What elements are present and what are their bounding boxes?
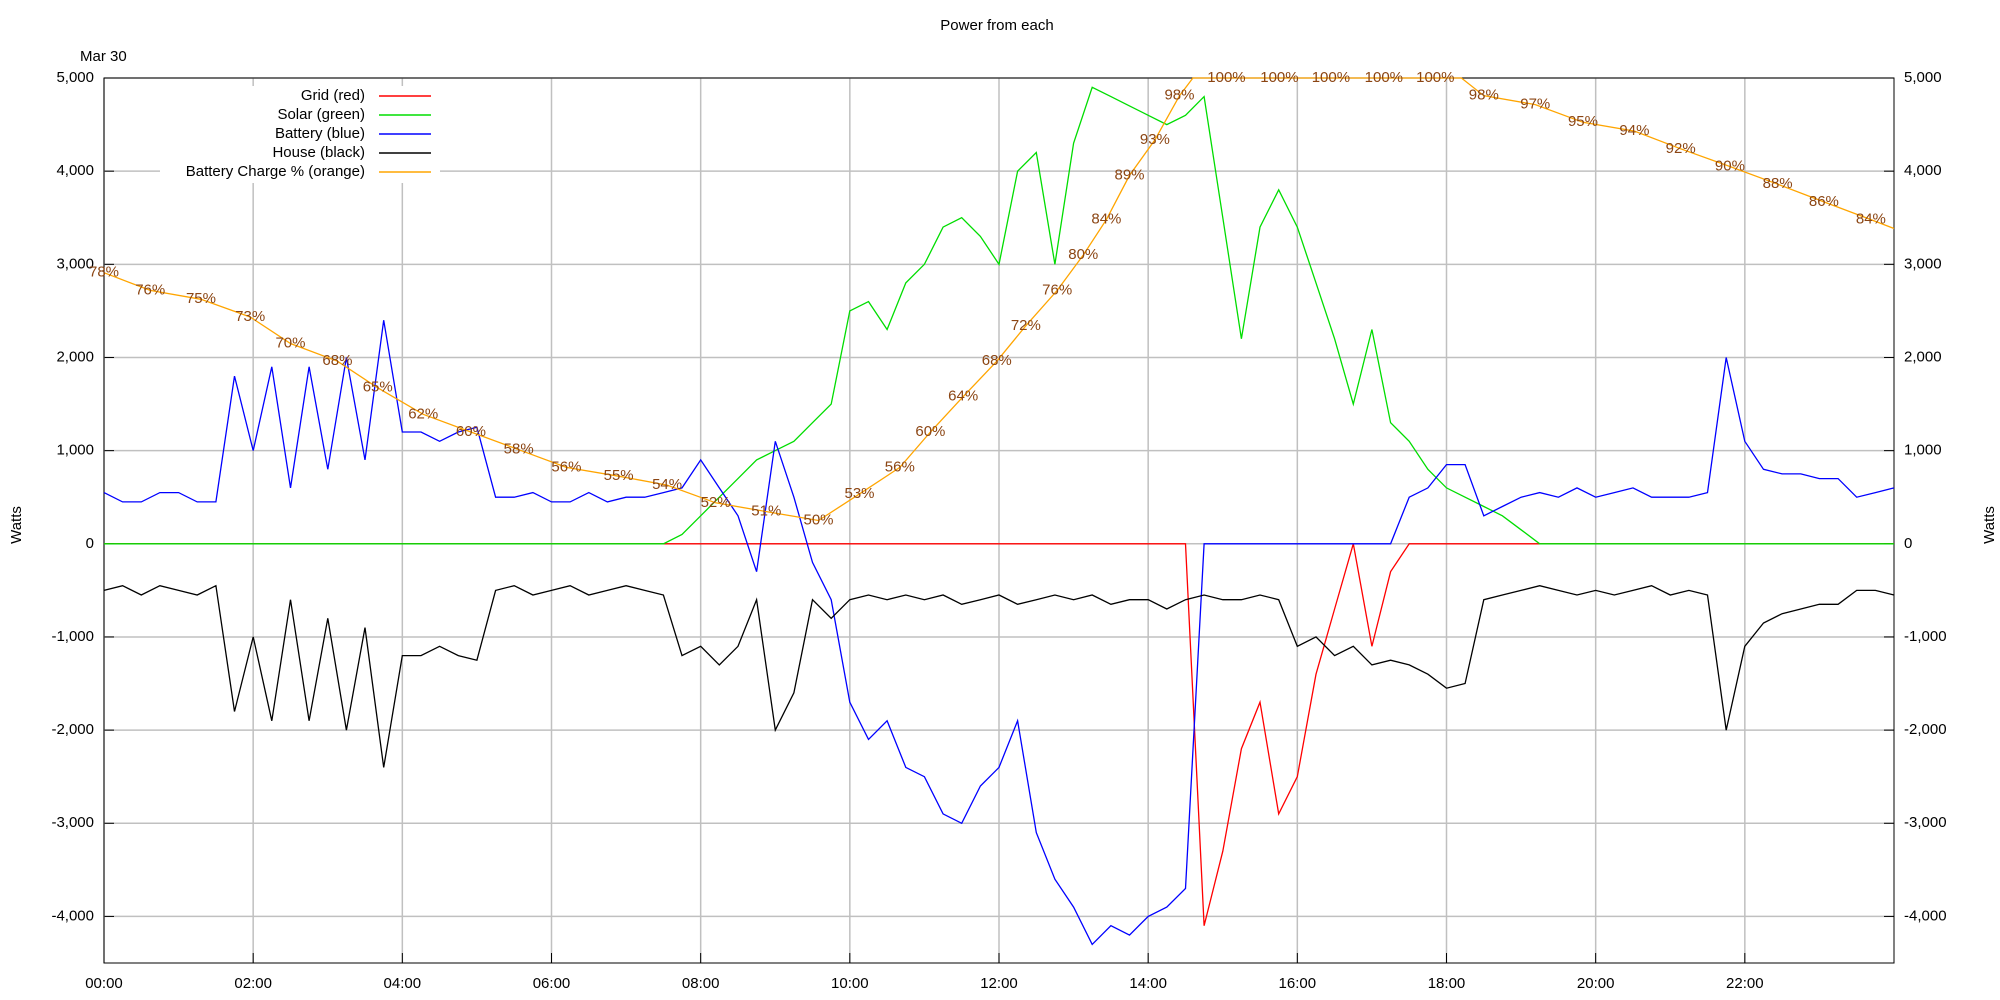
x-tick-label: 14:00: [1129, 975, 1167, 992]
legend-label: Grid (red): [301, 87, 365, 104]
x-tick-label: 16:00: [1279, 975, 1317, 992]
x-tick-label: 22:00: [1726, 975, 1764, 992]
data-label: 76%: [1042, 281, 1072, 298]
legend-label: House (black): [272, 144, 365, 161]
series-line: [104, 86, 1894, 545]
data-label: 94%: [1619, 122, 1649, 139]
data-label: 93%: [1140, 131, 1170, 148]
x-tick-label: 18:00: [1428, 975, 1466, 992]
y2-tick-label: 4,000: [1904, 162, 1942, 179]
data-label: 86%: [1809, 193, 1839, 210]
y2-tick-label: 3,000: [1904, 255, 1942, 272]
y-tick-label: -2,000: [51, 721, 94, 738]
data-label: 98%: [1469, 87, 1499, 104]
x-tick-label: 04:00: [384, 975, 422, 992]
y2-tick-label: 5,000: [1904, 69, 1942, 86]
y2-tick-label: -2,000: [1904, 721, 1947, 738]
data-label: 53%: [845, 485, 875, 502]
data-label: 80%: [1068, 246, 1098, 263]
data-label: 70%: [275, 334, 305, 351]
data-label: 65%: [363, 379, 393, 396]
y2-tick-label: -4,000: [1904, 907, 1947, 924]
series-line: [103, 320, 1895, 946]
series-line: [103, 77, 1895, 522]
data-label: 75%: [186, 290, 216, 307]
date-label: Mar 30: [80, 48, 127, 65]
y-tick-label: 3,000: [56, 255, 94, 272]
legend-label: Battery (blue): [275, 125, 365, 142]
data-label: 56%: [885, 458, 915, 475]
y-tick-label: 1,000: [56, 442, 94, 459]
y2-axis-label: Watts: [1981, 506, 1998, 544]
data-label: 100%: [1365, 69, 1403, 86]
x-tick-label: 20:00: [1577, 975, 1615, 992]
x-tick-label: 10:00: [831, 975, 869, 992]
data-label: 76%: [135, 281, 165, 298]
data-label: 68%: [322, 352, 352, 369]
data-label: 60%: [456, 423, 486, 440]
x-tick-label: 08:00: [682, 975, 720, 992]
y-tick-label: -3,000: [51, 814, 94, 831]
data-label: 68%: [982, 352, 1012, 369]
y2-tick-label: -3,000: [1904, 814, 1947, 831]
data-label: 73%: [235, 308, 265, 325]
data-label: 90%: [1715, 157, 1745, 174]
y-axis-label: Watts: [8, 506, 25, 544]
data-label: 100%: [1312, 69, 1350, 86]
data-label: 92%: [1666, 140, 1696, 157]
data-label: 100%: [1260, 69, 1298, 86]
data-label: 78%: [89, 264, 119, 281]
x-tick-label: 12:00: [980, 975, 1018, 992]
data-label: 72%: [1011, 317, 1041, 334]
series-line: [103, 584, 1895, 768]
data-label: 89%: [1115, 166, 1145, 183]
data-label: 84%: [1091, 211, 1121, 228]
y2-tick-label: 1,000: [1904, 442, 1942, 459]
y-tick-label: 2,000: [56, 348, 94, 365]
data-label: 51%: [751, 503, 781, 520]
y2-tick-label: -1,000: [1904, 628, 1947, 645]
y-tick-label: 0: [86, 535, 94, 552]
legend-label: Solar (green): [277, 106, 365, 123]
data-label: 88%: [1763, 175, 1793, 192]
data-label: 97%: [1520, 96, 1550, 113]
data-label: 95%: [1568, 113, 1598, 130]
y-tick-label: -1,000: [51, 628, 94, 645]
data-label: 56%: [551, 458, 581, 475]
data-label: 100%: [1416, 69, 1454, 86]
y2-tick-label: 0: [1904, 535, 1912, 552]
data-label: 60%: [915, 423, 945, 440]
data-label: 55%: [604, 467, 634, 484]
data-label: 62%: [408, 405, 438, 422]
x-tick-label: 00:00: [85, 975, 123, 992]
x-tick-label: 06:00: [533, 975, 571, 992]
data-label: 84%: [1856, 211, 1886, 228]
data-label: 50%: [803, 511, 833, 528]
data-label: 100%: [1207, 69, 1245, 86]
x-tick-label: 02:00: [234, 975, 272, 992]
y-tick-label: 4,000: [56, 162, 94, 179]
y-tick-label: 5,000: [56, 69, 94, 86]
plot-frame: [103, 77, 1895, 964]
data-label: 58%: [504, 441, 534, 458]
data-label: 98%: [1164, 87, 1194, 104]
data-label: 54%: [652, 476, 682, 493]
y-tick-label: -4,000: [51, 907, 94, 924]
y2-tick-label: 2,000: [1904, 348, 1942, 365]
legend-label: Battery Charge % (orange): [186, 163, 365, 180]
chart-title: Power from each: [940, 17, 1053, 34]
data-label: 52%: [701, 494, 731, 511]
data-label: 64%: [948, 388, 978, 405]
